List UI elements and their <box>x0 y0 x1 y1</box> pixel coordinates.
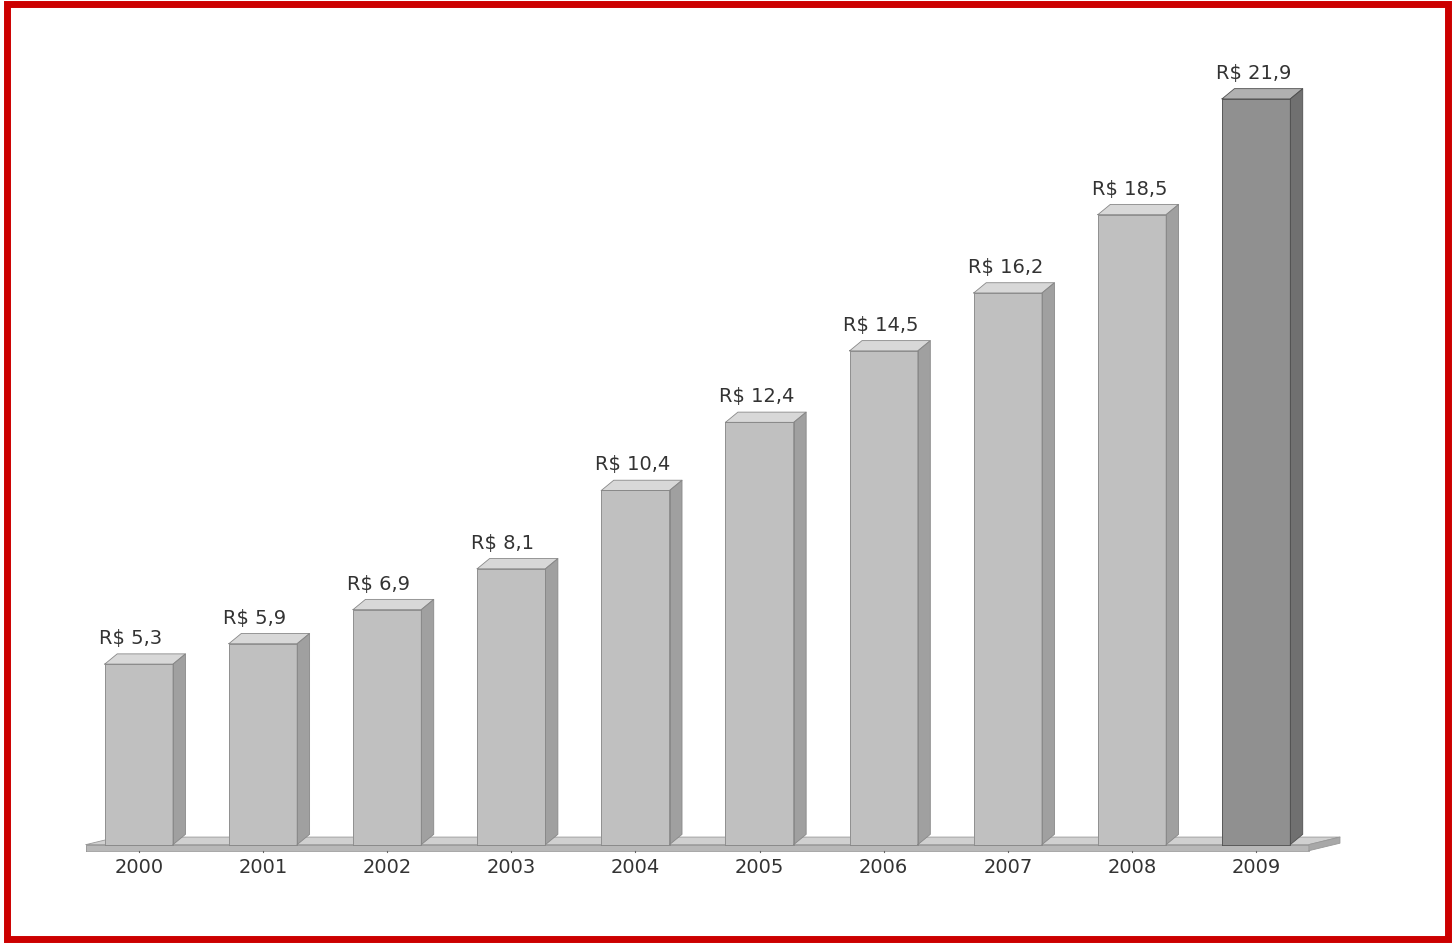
Polygon shape <box>1099 205 1179 215</box>
Polygon shape <box>228 633 310 644</box>
Text: 2003: 2003 <box>486 857 535 876</box>
Polygon shape <box>1042 283 1055 845</box>
Polygon shape <box>1222 90 1302 100</box>
Polygon shape <box>422 599 434 845</box>
Polygon shape <box>297 633 310 845</box>
Polygon shape <box>105 654 185 665</box>
Text: R$ 21,9: R$ 21,9 <box>1216 64 1291 83</box>
Polygon shape <box>173 654 185 845</box>
Text: 2005: 2005 <box>735 857 784 876</box>
Text: 2001: 2001 <box>239 857 288 876</box>
Text: 2000: 2000 <box>115 857 163 876</box>
Polygon shape <box>669 480 682 845</box>
Polygon shape <box>918 341 930 845</box>
Polygon shape <box>726 413 806 423</box>
Polygon shape <box>546 559 557 845</box>
Text: R$ 16,2: R$ 16,2 <box>968 258 1043 277</box>
Polygon shape <box>1165 205 1179 845</box>
Polygon shape <box>477 569 546 845</box>
Text: R$ 8,1: R$ 8,1 <box>471 533 534 552</box>
Polygon shape <box>1222 100 1291 845</box>
Polygon shape <box>850 341 930 351</box>
Polygon shape <box>794 413 806 845</box>
Polygon shape <box>86 845 1310 851</box>
Text: R$ 14,5: R$ 14,5 <box>844 315 920 334</box>
Polygon shape <box>601 480 682 491</box>
Text: 2008: 2008 <box>1107 857 1157 876</box>
Text: 2009: 2009 <box>1231 857 1280 876</box>
Text: R$ 10,4: R$ 10,4 <box>595 455 671 474</box>
Text: R$ 12,4: R$ 12,4 <box>719 387 794 406</box>
Polygon shape <box>973 294 1042 845</box>
Text: R$ 6,9: R$ 6,9 <box>346 574 410 593</box>
Text: 2002: 2002 <box>362 857 412 876</box>
Polygon shape <box>354 610 422 845</box>
Polygon shape <box>601 491 669 845</box>
Polygon shape <box>1310 837 1340 851</box>
Polygon shape <box>1099 215 1165 845</box>
Polygon shape <box>105 665 173 845</box>
Text: 2006: 2006 <box>858 857 908 876</box>
Polygon shape <box>86 837 1340 845</box>
Polygon shape <box>354 599 434 610</box>
Text: 2004: 2004 <box>611 857 661 876</box>
Text: R$ 5,9: R$ 5,9 <box>223 608 285 627</box>
Polygon shape <box>477 559 557 569</box>
Polygon shape <box>228 644 297 845</box>
Polygon shape <box>726 423 794 845</box>
Text: R$ 18,5: R$ 18,5 <box>1091 179 1167 198</box>
Polygon shape <box>850 351 918 845</box>
Text: 2007: 2007 <box>984 857 1033 876</box>
Polygon shape <box>1291 90 1302 845</box>
Polygon shape <box>973 283 1055 294</box>
Text: R$ 5,3: R$ 5,3 <box>99 629 162 648</box>
